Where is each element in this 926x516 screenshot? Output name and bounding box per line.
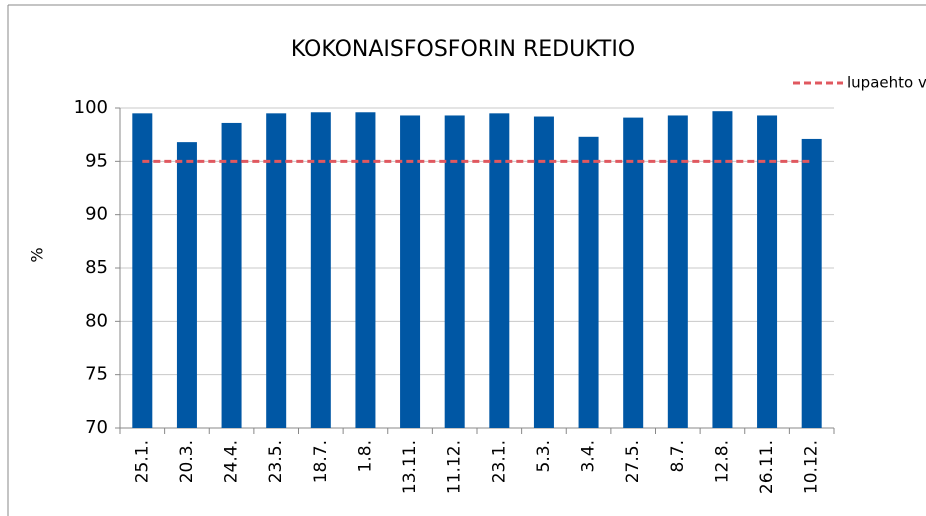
bar (355, 112, 376, 429)
y-tick-label: 95 (85, 150, 108, 171)
legend-label: lupaehto väh 95 % (847, 74, 926, 92)
x-tick-label: 20.3. (177, 440, 197, 483)
bar (400, 115, 421, 428)
bar (221, 122, 242, 428)
bar (667, 115, 688, 428)
bar (132, 113, 153, 428)
x-tick-label: 5.3. (534, 440, 554, 472)
bar (310, 112, 331, 429)
bar (266, 113, 287, 428)
bar (578, 136, 599, 429)
x-tick-label: 27.5. (623, 440, 643, 483)
x-tick-label: 10.12. (802, 440, 822, 494)
bar (533, 116, 554, 429)
bar (489, 113, 510, 428)
x-tick-label: 12.8. (712, 440, 732, 483)
x-tick-label: 18.7. (311, 440, 331, 483)
x-tick-label: 23.5. (266, 440, 286, 483)
bar (623, 117, 644, 428)
x-tick-label: 26.11. (757, 440, 777, 494)
y-tick-label: 85 (85, 257, 108, 278)
x-tick-label: 11.12. (445, 440, 465, 494)
x-tick-label: 25.1. (132, 440, 152, 483)
bar (801, 138, 822, 428)
y-tick-label: 70 (85, 417, 108, 438)
bar (757, 115, 778, 428)
y-axis-label: % (28, 247, 47, 262)
x-tick-label: 1.8. (355, 440, 375, 472)
bar (444, 115, 465, 428)
x-tick-label: 24.4. (222, 440, 242, 483)
x-tick-label: 8.7. (668, 440, 688, 472)
bar (176, 142, 197, 428)
x-tick-label: 13.11. (400, 440, 420, 494)
chart-title: KOKONAISFOSFORIN REDUKTIO (291, 37, 635, 62)
y-tick-label: 75 (85, 364, 108, 385)
x-tick-label: 23.1. (489, 440, 509, 483)
y-tick-label: 80 (85, 310, 108, 331)
x-tick-label: 3.4. (579, 440, 599, 472)
y-tick-label: 90 (85, 204, 108, 225)
y-tick-label: 100 (74, 97, 108, 118)
bar (712, 111, 733, 428)
